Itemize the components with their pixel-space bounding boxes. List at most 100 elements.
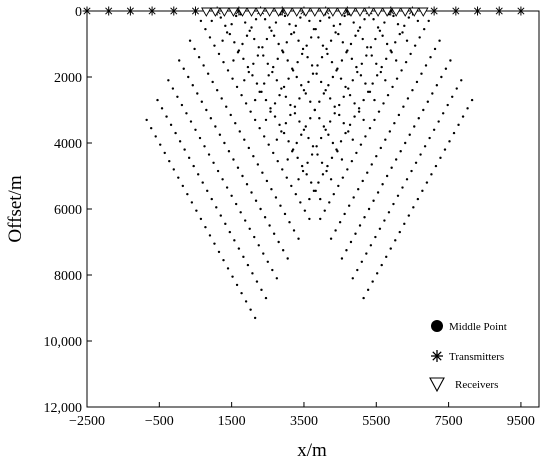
midpoint-dot (403, 222, 406, 226)
midpoint-dot (241, 42, 244, 46)
receiver-marker (237, 7, 248, 17)
receiver-marker (345, 7, 357, 17)
midpoint-dot (349, 240, 353, 244)
midpoint-dot (391, 85, 394, 89)
midpoint-dot (434, 164, 438, 168)
midpoint-dot (232, 59, 235, 62)
midpoint-dot (385, 57, 388, 61)
midpoint-dot (215, 206, 218, 209)
midpoint-dot (256, 163, 260, 166)
midpoint-dot (372, 199, 375, 202)
midpoint-dot (228, 230, 232, 234)
midpoint-dot (342, 95, 345, 99)
midpoint-dot (337, 184, 340, 188)
midpoint-dot (366, 46, 369, 49)
midpoint-dot (382, 102, 385, 105)
midpoint-dot (269, 107, 272, 110)
midpoint-dot (392, 14, 395, 18)
midpoint-dot (352, 21, 355, 24)
midpoint-dot (277, 42, 280, 46)
midpoint-dot (260, 90, 263, 94)
midpoint-dot (180, 103, 184, 107)
midpoint-dot (397, 113, 401, 117)
midpoint-dot (290, 184, 293, 188)
midpoint-dot (326, 52, 329, 56)
midpoint-dot (314, 27, 317, 31)
midpoint-dot (307, 136, 310, 140)
midpoint-dot (160, 107, 164, 110)
midpoint-dot (404, 60, 408, 64)
midpoint-dot (325, 169, 328, 173)
midpoint-dot (183, 148, 186, 151)
midpoint-dot (424, 64, 428, 67)
midpoint-dot (221, 39, 224, 42)
midpoint-dot (256, 54, 260, 57)
midpoint-dot (265, 179, 269, 183)
midpoint-dot (428, 136, 431, 140)
midpoint-dot (415, 80, 419, 84)
midpoint-dot (182, 67, 185, 70)
midpoint-dot (394, 158, 398, 161)
midpoint-dot (419, 153, 422, 156)
midpoint-dot (244, 300, 248, 303)
midpoint-dot (244, 219, 247, 222)
midpoint-dot (317, 36, 320, 39)
midpoint-dot (240, 93, 243, 97)
midpoint-dot (264, 296, 268, 300)
midpoint-dot (294, 192, 298, 196)
midpoint-dot (318, 117, 321, 120)
midpoint-dot (234, 14, 238, 18)
receiver-marker (300, 7, 312, 17)
midpoint-dot (296, 156, 299, 160)
y-tick-label: 0 (75, 5, 82, 20)
midpoint-dot (176, 95, 179, 99)
midpoint-dot (383, 219, 386, 222)
midpoint-dot (300, 164, 304, 168)
midpoint-dot (341, 176, 345, 179)
midpoint-dot (288, 23, 291, 26)
midpoint-dot (384, 79, 387, 82)
midpoint-dot (437, 120, 440, 123)
midpoint-dot (373, 98, 376, 102)
midpoint-dot (429, 56, 432, 59)
midpoint-dot (242, 57, 245, 61)
receiver-marker (336, 7, 348, 17)
midpoint-dot (351, 138, 354, 141)
y-tick-label: 2000 (54, 71, 82, 86)
midpoint-dot (338, 103, 341, 107)
midpoint-dot (210, 19, 213, 23)
midpoint-dot (356, 268, 359, 272)
midpoint-dot (433, 47, 437, 51)
receiver-marker (390, 7, 402, 17)
midpoint-dot (237, 247, 241, 250)
midpoint-dot (304, 92, 307, 95)
x-axis-ticks: −2500 −500 1500 3500 5500 7500 9500 (69, 402, 535, 429)
midpoint-dot (181, 184, 185, 188)
midpoint-dot (189, 120, 193, 123)
midpoint-dot (272, 34, 276, 37)
legend-transmitters-marker (431, 350, 443, 362)
midpoint-dot (348, 93, 352, 97)
midpoint-dot (364, 82, 367, 85)
midpoint-dot (402, 105, 405, 108)
midpoint-dot (460, 79, 463, 82)
midpoint-dot (203, 145, 206, 148)
midpoint-dot (215, 89, 219, 92)
x-tick-label: 5500 (362, 414, 390, 429)
midpoint-dot (296, 60, 299, 64)
midpoint-dot (221, 178, 224, 181)
midpoint-dot (253, 118, 257, 122)
midpoint-dot (262, 135, 266, 138)
midpoint-dot (313, 108, 317, 112)
legend-receivers-label: Receivers (455, 379, 498, 391)
midpoint-dot (329, 178, 333, 181)
midpoint-dot (399, 150, 402, 153)
midpoint-dot (208, 36, 212, 39)
midpoint-dot (439, 156, 442, 160)
midpoint-dot (294, 24, 298, 28)
midpoint-dot (309, 181, 313, 184)
midpoint-dot (416, 19, 420, 23)
y-axis-title: Offset/m (5, 175, 26, 242)
midpoint-dot (379, 70, 382, 74)
midpoint-dot (291, 150, 294, 153)
